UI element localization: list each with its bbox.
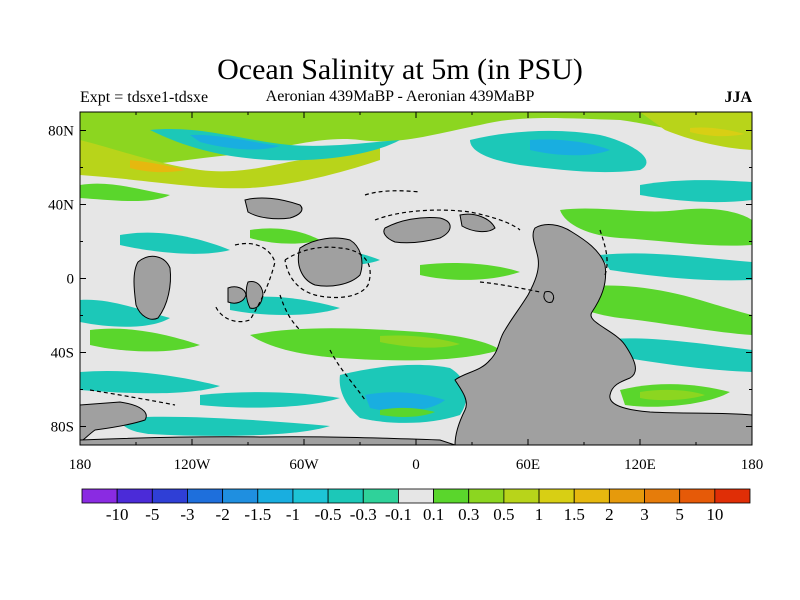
arctic-fresh-core xyxy=(190,134,280,150)
lon-tick-label: 180 xyxy=(69,457,92,473)
lat-tick-label: 80S xyxy=(51,420,74,436)
north-fresh-east-core xyxy=(530,139,610,156)
south-pos-east-core xyxy=(640,389,705,401)
colorbar-swatch xyxy=(151,488,188,504)
south-fresh-west xyxy=(80,370,220,394)
lat-tick-label: 40S xyxy=(51,346,74,362)
land-masses xyxy=(80,197,752,445)
trop-pos-west xyxy=(90,328,200,352)
lon-tick-label: 120W xyxy=(174,457,212,473)
south-pos-core xyxy=(380,335,460,348)
antarctic-fresh-core xyxy=(365,392,445,412)
south-fresh-low xyxy=(120,416,330,436)
colorbar-swatch xyxy=(222,488,259,504)
trop-pos-east xyxy=(560,285,752,335)
colorbar-label: -0.5 xyxy=(315,505,342,524)
colorbar-swatch xyxy=(327,488,364,504)
latitude-axis: 80N 40N 0 40S 80S xyxy=(48,124,752,436)
land-gondwana xyxy=(454,224,752,445)
colorbar-swatch xyxy=(81,488,118,504)
colorbar-swatch xyxy=(644,488,681,504)
colorbar-label: -1.5 xyxy=(244,505,271,524)
land-siberia xyxy=(383,217,451,244)
mid-pos-2 xyxy=(420,262,520,280)
period-label: Aeronian 439MaBP - Aeronian 439MaBP xyxy=(265,88,535,105)
mid-fresh-3 xyxy=(120,232,230,254)
colorbar-label: 3 xyxy=(640,505,649,524)
colorbar-label: 0.5 xyxy=(493,505,514,524)
arctic-positive-band xyxy=(80,112,752,167)
south-fresh-mid xyxy=(200,392,340,408)
mid-pos-1 xyxy=(560,208,752,246)
colorbar-swatch xyxy=(187,488,224,504)
north-fresh-east2 xyxy=(640,180,752,203)
colorbar-label: -0.1 xyxy=(385,505,412,524)
arctic-strong-positive xyxy=(80,140,380,189)
land-small-ne xyxy=(459,213,496,233)
colorbar-swatch xyxy=(608,488,645,504)
arctic-peak xyxy=(130,160,185,173)
colorbar-swatch xyxy=(257,488,294,504)
trop-fresh-west xyxy=(80,299,170,327)
colorbar-label: -2 xyxy=(216,505,230,524)
salinity-field xyxy=(80,112,752,445)
colorbar-swatch xyxy=(468,488,505,504)
colorbar-label: 2 xyxy=(605,505,614,524)
land-mid-atoll xyxy=(543,291,555,303)
colorbar-swatch xyxy=(714,488,751,504)
mid-fresh-1 xyxy=(600,253,752,281)
land-western-south xyxy=(80,401,147,443)
land-baltica xyxy=(297,237,363,287)
mid-pos-3 xyxy=(250,228,320,244)
south-pos-band xyxy=(250,328,500,361)
land-island-w1 xyxy=(133,255,171,320)
colorbar-label: -1 xyxy=(286,505,300,524)
lon-tick-label: 120E xyxy=(624,457,656,473)
colorbar-swatch xyxy=(116,488,153,504)
experiment-label: Expt = tdsxe1-tdsxe xyxy=(80,89,209,106)
colorbar-swatch xyxy=(573,488,610,504)
lon-tick-label: 60E xyxy=(516,457,540,473)
map-title: Ocean Salinity at 5m (in PSU) xyxy=(217,53,583,86)
land-north-laurentia xyxy=(244,197,303,220)
colorbar-swatch xyxy=(503,488,540,504)
shelf-outlines xyxy=(89,190,608,406)
lat-tick-label: 40N xyxy=(48,198,74,214)
colorbar-label: 0.3 xyxy=(458,505,479,524)
lon-tick-label: 60W xyxy=(289,457,319,473)
arctic-ne-peak xyxy=(690,127,745,137)
lat-tick-label: 0 xyxy=(67,272,75,288)
colorbar-swatch xyxy=(398,488,434,504)
colorbar-swatch xyxy=(362,488,399,504)
colorbar-swatch xyxy=(679,488,716,504)
colorbar-label: 5 xyxy=(675,505,684,524)
colorbar-label: 1.5 xyxy=(564,505,585,524)
longitude-axis: 180 120W 60W 0 60E 120E 180 xyxy=(69,112,764,473)
colorbar-label: -3 xyxy=(180,505,194,524)
colorbar: -10 -5 -3 -2 -1.5 -1 -0.5 -0.3 -0.1 0.1 0.3 0.5 1 1.5… xyxy=(81,488,751,524)
colorbar-swatch xyxy=(538,488,575,504)
lon-tick-label: 180 xyxy=(741,457,764,473)
lon-tick-label: 0 xyxy=(412,457,420,473)
colorbar-label: 10 xyxy=(706,505,723,524)
season-label: JJA xyxy=(724,89,752,106)
colorbar-label: -10 xyxy=(106,505,129,524)
south-pos-mid2 xyxy=(380,407,435,417)
colorbar-label: -0.3 xyxy=(350,505,377,524)
trop-fresh-east xyxy=(600,338,752,372)
colorbar-swatch xyxy=(433,488,470,504)
colorbar-label: 0.1 xyxy=(423,505,444,524)
north-pos-mid xyxy=(80,183,170,202)
lat-tick-label: 80N xyxy=(48,124,74,140)
colorbar-label: 1 xyxy=(535,505,544,524)
colorbar-swatch xyxy=(292,488,329,504)
colorbar-label: -5 xyxy=(145,505,159,524)
